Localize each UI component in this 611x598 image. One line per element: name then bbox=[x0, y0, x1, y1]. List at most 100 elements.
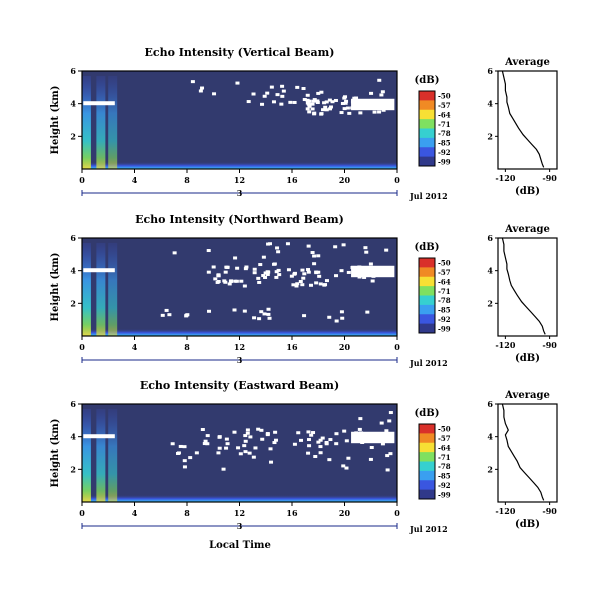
missing-data-cell bbox=[242, 309, 247, 313]
missing-data-cell bbox=[266, 307, 271, 311]
missing-data-cell bbox=[232, 430, 237, 434]
missing-data-cell bbox=[212, 92, 217, 96]
missing-data-cell bbox=[202, 442, 207, 446]
missing-data-cell bbox=[184, 313, 189, 317]
missing-data-cell bbox=[257, 280, 262, 284]
missing-data-cell bbox=[280, 84, 285, 88]
average-frame bbox=[497, 237, 558, 337]
x-tick-label: 8 bbox=[184, 508, 190, 518]
y-tick-label: 6 bbox=[70, 66, 76, 76]
x-axis-label: Local Time bbox=[209, 540, 271, 551]
missing-data-cell bbox=[319, 90, 324, 94]
missing-data-cell bbox=[330, 100, 335, 104]
missing-data-cell bbox=[295, 85, 300, 89]
x-tick-label: 16 bbox=[286, 508, 298, 518]
colorbar-swatch bbox=[419, 109, 435, 120]
colorbar-unit: (dB) bbox=[415, 242, 440, 253]
missing-data-cell bbox=[312, 98, 317, 102]
average-title: Average bbox=[504, 390, 550, 401]
x-tick-label: 0 bbox=[394, 342, 400, 352]
missing-data-cell bbox=[205, 442, 210, 446]
missing-data-cell bbox=[327, 98, 332, 102]
missing-data-cell bbox=[243, 267, 248, 271]
average-x-tick-label: -90 bbox=[542, 340, 557, 350]
x-tick-label: 12 bbox=[234, 175, 245, 185]
missing-data-cell bbox=[295, 282, 300, 286]
missing-data-cell bbox=[321, 108, 326, 112]
missing-data-cell bbox=[345, 106, 350, 110]
y-tick-label: 2 bbox=[70, 131, 76, 141]
missing-data-cell bbox=[252, 271, 257, 275]
missing-data-cell bbox=[251, 455, 256, 459]
colorbar-swatch bbox=[419, 304, 435, 315]
missing-data-cell bbox=[301, 276, 306, 280]
missing-data-cell bbox=[388, 452, 393, 456]
missing-data-cell bbox=[265, 432, 270, 436]
colorbar-swatch bbox=[419, 470, 435, 481]
missing-data-band bbox=[83, 101, 115, 106]
missing-data-cell bbox=[311, 99, 316, 103]
chart-title: Echo Intensity (Eastward Beam) bbox=[140, 379, 339, 392]
missing-data-cell bbox=[328, 438, 333, 442]
date-label: Jul 2012 bbox=[409, 524, 448, 534]
average-profile-line bbox=[501, 237, 546, 335]
missing-data-cell bbox=[347, 111, 352, 115]
missing-data-cell bbox=[286, 268, 291, 272]
missing-data-cell bbox=[363, 246, 368, 250]
missing-data-band bbox=[351, 431, 395, 444]
missing-data-cell bbox=[310, 102, 315, 106]
missing-data-cell bbox=[306, 438, 311, 442]
missing-data-cell bbox=[292, 271, 297, 275]
colorbar-tick-label: -50 bbox=[438, 425, 451, 434]
average-x-label: (dB) bbox=[515, 519, 540, 530]
echo-plume bbox=[81, 242, 91, 336]
average-frame bbox=[497, 70, 558, 170]
missing-data-cell bbox=[307, 444, 312, 448]
date-label: Jul 2012 bbox=[409, 358, 448, 368]
missing-data-cell bbox=[307, 99, 312, 103]
missing-data-cell bbox=[275, 246, 280, 250]
x-tick-label: 16 bbox=[286, 175, 298, 185]
missing-data-cell bbox=[229, 279, 234, 283]
missing-data-cell bbox=[318, 438, 323, 442]
missing-data-cell bbox=[365, 310, 370, 314]
missing-data-cell bbox=[271, 100, 276, 104]
average-x-tick-label: -120 bbox=[495, 173, 515, 183]
colorbar-swatch bbox=[419, 147, 435, 158]
echo-plume bbox=[96, 75, 106, 169]
missing-data-cell bbox=[377, 78, 382, 82]
colorbar-tick-label: -71 bbox=[438, 287, 451, 296]
colorbar-swatch bbox=[419, 137, 435, 148]
missing-data-cell bbox=[227, 282, 232, 286]
colorbar-unit: (dB) bbox=[415, 75, 440, 86]
missing-data-cell bbox=[306, 451, 311, 455]
colorbar-tick-label: -99 bbox=[438, 490, 451, 499]
missing-data-cell bbox=[243, 439, 248, 443]
colorbar-tick-label: -85 bbox=[438, 472, 451, 481]
missing-data-cell bbox=[272, 262, 277, 266]
missing-data-cell bbox=[296, 431, 301, 435]
x-tick-label: 0 bbox=[79, 342, 85, 352]
missing-data-cell bbox=[267, 242, 272, 246]
colorbar-tick-label: -64 bbox=[438, 110, 451, 119]
y-tick-label: 2 bbox=[70, 464, 76, 474]
missing-data-cell bbox=[233, 256, 238, 260]
missing-data-cell bbox=[309, 433, 314, 437]
missing-data-band bbox=[351, 98, 395, 111]
missing-data-cell bbox=[311, 431, 316, 435]
missing-data-cell bbox=[364, 250, 369, 254]
missing-data-cell bbox=[334, 442, 339, 446]
missing-data-cell bbox=[275, 93, 280, 97]
colorbar-swatch bbox=[419, 489, 435, 500]
missing-data-band bbox=[83, 268, 115, 273]
colorbar-swatch bbox=[419, 295, 435, 306]
x-tick-label: 20 bbox=[339, 175, 351, 185]
average-title: Average bbox=[504, 57, 550, 68]
x-tick-label: 0 bbox=[79, 508, 85, 518]
missing-data-cell bbox=[346, 456, 351, 460]
average-x-tick-label: -90 bbox=[542, 506, 557, 516]
missing-data-cell bbox=[206, 249, 211, 253]
missing-data-cell bbox=[245, 431, 250, 435]
missing-data-cell bbox=[318, 282, 323, 286]
average-x-tick-label: -120 bbox=[495, 340, 515, 350]
